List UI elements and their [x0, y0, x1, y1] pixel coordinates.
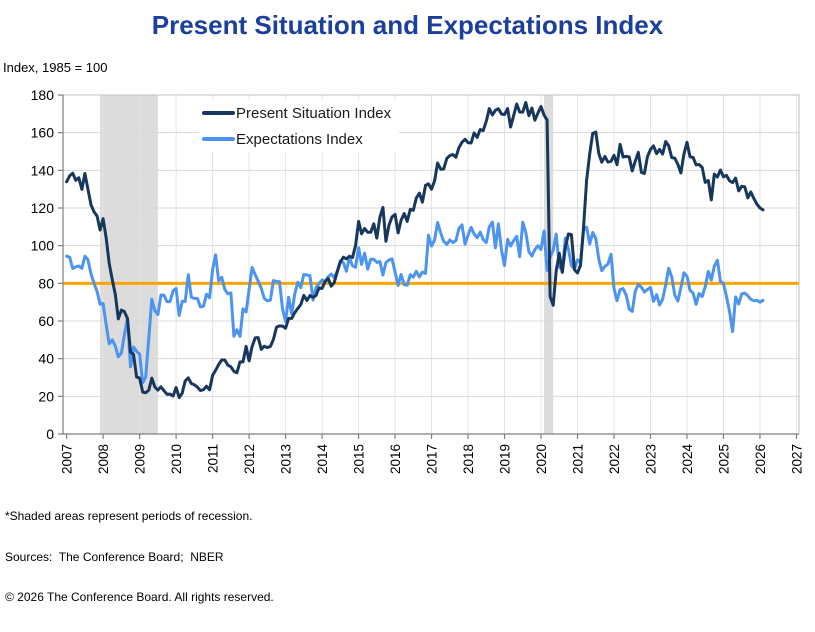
x-axis-tick-label: 2024 — [680, 444, 695, 475]
x-axis-tick-label: 2017 — [425, 444, 440, 474]
x-axis-tick-label: 2008 — [96, 444, 111, 474]
x-axis-tick-label: 2021 — [571, 444, 586, 474]
chart-plot-area: 0 20 40 60 80 100 120 140 160 180 2007 2008 2009 2010… — [31, 87, 805, 475]
y-axis-tick-label: 140 — [31, 162, 55, 178]
x-axis-tick-label: 2014 — [315, 444, 330, 475]
footnote-recession-note: *Shaded areas represent periods of reces… — [5, 509, 253, 523]
x-axis-tick-label: 2015 — [352, 444, 367, 474]
y-axis-tick-label: 20 — [38, 388, 54, 404]
footnote-copyright: © 2026 The Conference Board. All rights … — [5, 590, 274, 604]
x-axis-tick-label: 2027 — [789, 444, 804, 474]
x-axis-tick-label: 2022 — [607, 444, 622, 474]
y-axis-tick-label: 120 — [31, 200, 55, 216]
chart-title: Present Situation and Expectations Index — [151, 10, 664, 40]
present-situation-index-line — [65, 101, 765, 399]
y-axis-tick-label: 80 — [38, 275, 54, 291]
expectations-line-swatch-icon — [202, 137, 235, 141]
x-axis-tick-label: 2012 — [242, 444, 257, 474]
x-axis-tick-label: 2007 — [60, 444, 75, 474]
x-axis-tick-label: 2019 — [498, 444, 513, 474]
x-axis-tick-label: 2025 — [716, 444, 731, 474]
x-axis-tick-label: 2010 — [169, 444, 184, 474]
y-axis-tick-label: 180 — [31, 87, 55, 103]
y-axis-tick-label: 40 — [38, 351, 54, 367]
x-axis-tick-label: 2016 — [388, 444, 403, 474]
x-axis-tick-label: 2011 — [206, 444, 221, 473]
x-axis-tick-label: 2018 — [461, 444, 476, 474]
legend-label-expectations: Expectations Index — [236, 130, 363, 148]
footnote-sources: Sources: The Conference Board; NBER — [5, 549, 224, 564]
y-axis-unit-label: Index, 1985 = 100 — [3, 60, 108, 75]
x-axis-tick-label: 2023 — [643, 444, 658, 474]
x-axis-tick-label: 2020 — [534, 444, 549, 474]
x-axis-tick-label: 2009 — [133, 444, 148, 474]
legend-label-present-situation: Present Situation Index — [236, 104, 392, 122]
y-axis-tick-label: 160 — [31, 125, 55, 141]
x-axis-tick-label: 2013 — [279, 444, 294, 474]
x-axis-tick-label: 2026 — [753, 444, 768, 474]
footnotes: *Shaded areas represent periods of reces… — [5, 483, 274, 632]
chart-legend: Present Situation Index Expectations Ind… — [199, 100, 400, 152]
expectations-index-line — [65, 220, 765, 385]
legend-item-expectations: Expectations Index — [202, 129, 391, 149]
legend-item-present-situation: Present Situation Index — [202, 103, 391, 123]
y-axis-tick-label: 60 — [38, 313, 54, 329]
present-situation-line-swatch-icon — [202, 111, 235, 115]
y-axis-tick-label: 100 — [31, 238, 55, 254]
y-axis-tick-label: 0 — [46, 426, 54, 442]
